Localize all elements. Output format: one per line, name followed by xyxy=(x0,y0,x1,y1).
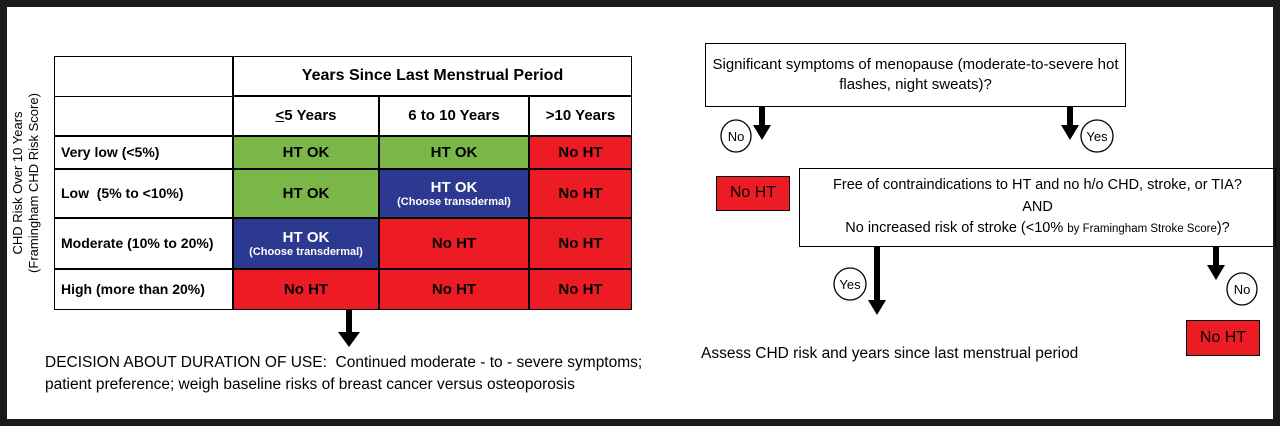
svg-text:No: No xyxy=(1234,282,1251,297)
svg-text:No: No xyxy=(728,129,745,144)
svg-text:Yes: Yes xyxy=(839,277,861,292)
svg-text:Yes: Yes xyxy=(1086,129,1108,144)
